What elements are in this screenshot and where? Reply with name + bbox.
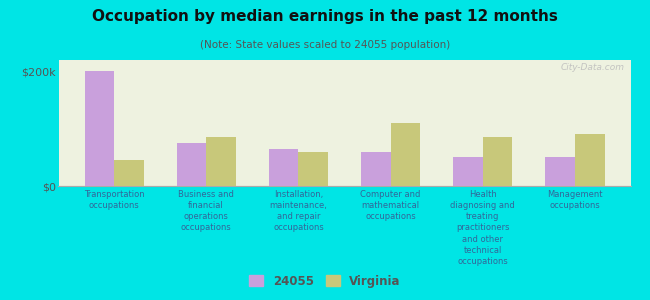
Bar xyxy=(545,158,575,186)
Text: City-Data.com: City-Data.com xyxy=(561,62,625,71)
Text: Occupation by median earnings in the past 12 months: Occupation by median earnings in the pas… xyxy=(92,9,558,24)
Bar xyxy=(483,137,512,186)
Bar xyxy=(177,143,206,186)
Bar xyxy=(453,158,483,186)
Bar xyxy=(114,160,144,186)
Bar xyxy=(575,134,604,186)
Bar xyxy=(391,123,420,186)
Text: (Note: State values scaled to 24055 population): (Note: State values scaled to 24055 popu… xyxy=(200,40,450,50)
Bar xyxy=(84,71,114,186)
Bar xyxy=(269,149,298,186)
Legend: 24055, Virginia: 24055, Virginia xyxy=(246,271,404,291)
Bar xyxy=(361,152,391,186)
Bar xyxy=(206,137,236,186)
Bar xyxy=(298,152,328,186)
